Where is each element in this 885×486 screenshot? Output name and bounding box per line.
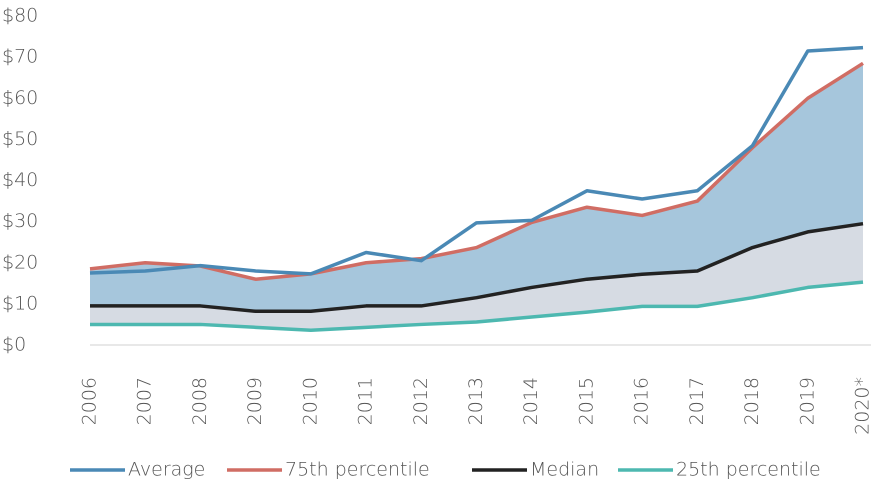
x-tick-label: 2019 xyxy=(796,377,818,425)
x-tick-label: 2010 xyxy=(299,377,321,425)
x-tick-label: 2020* xyxy=(852,377,874,435)
x-tick-label: 2015 xyxy=(575,377,597,425)
x-tick-label: 2013 xyxy=(465,377,487,425)
y-tick-label: $50 xyxy=(2,128,38,150)
legend-label: Median xyxy=(530,459,599,481)
x-tick-label: 2016 xyxy=(631,377,653,425)
x-tick-label: 2008 xyxy=(189,377,211,425)
x-tick-label: 2011 xyxy=(355,377,377,425)
y-tick-label: $80 xyxy=(2,5,38,27)
y-tick-label: $40 xyxy=(2,169,38,191)
band-area xyxy=(90,63,863,312)
x-tick-label: 2007 xyxy=(134,377,156,425)
x-tick-label: 2012 xyxy=(410,377,432,425)
y-tick-label: $10 xyxy=(2,292,38,314)
x-tick-label: 2014 xyxy=(520,377,542,425)
series-line xyxy=(90,280,864,332)
y-tick-label: $30 xyxy=(2,210,38,232)
x-tick-label: 2017 xyxy=(686,377,708,425)
x-tick-label: 2006 xyxy=(79,377,101,425)
x-tick-label: 2009 xyxy=(244,377,266,425)
y-tick-label: $60 xyxy=(2,87,38,109)
series-line xyxy=(90,221,864,314)
legend-label: Average xyxy=(128,459,205,481)
series-line xyxy=(89,61,864,281)
legend-label: 25th percentile xyxy=(676,459,821,481)
x-tick-label: 2018 xyxy=(741,377,763,425)
series-line xyxy=(89,45,864,276)
y-tick-label: $70 xyxy=(2,46,38,68)
legend-label: 75th percentile xyxy=(285,459,430,481)
band-area xyxy=(90,223,863,331)
y-tick-label: $0 xyxy=(2,334,26,356)
y-tick-label: $20 xyxy=(2,251,38,273)
